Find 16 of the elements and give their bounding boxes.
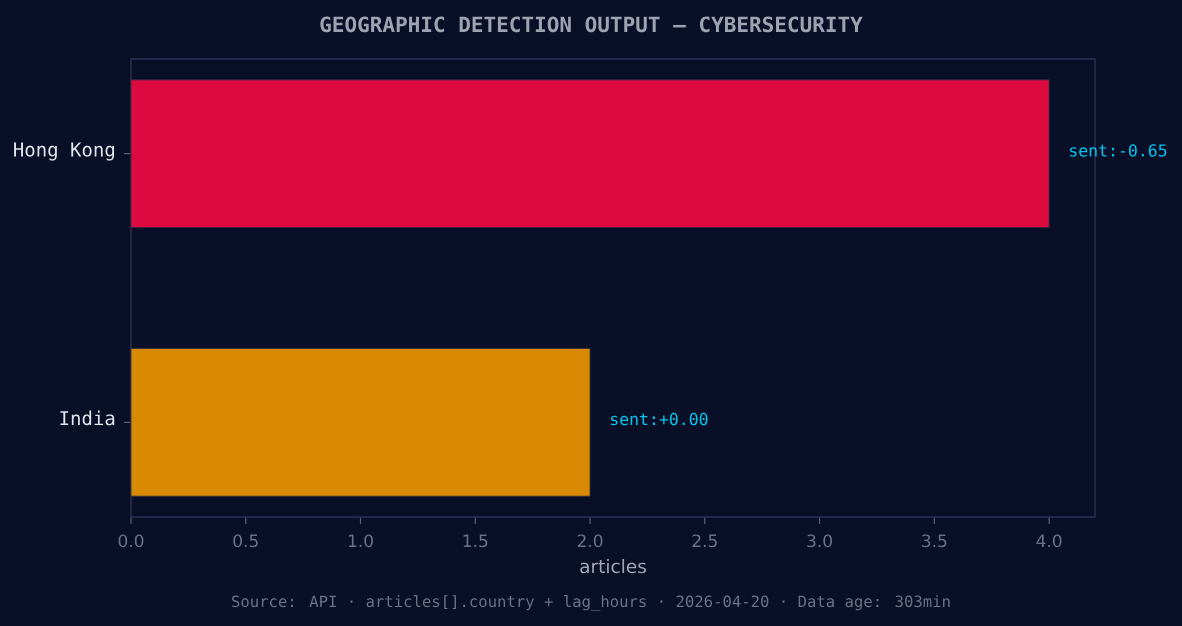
y-tick-label: India xyxy=(60,410,115,426)
x-tick-label: 2.5 xyxy=(692,534,717,548)
chart-title: GEOGRAPHIC DETECTION OUTPUT — CYBERSECURITY xyxy=(320,16,863,33)
y-tick-label: Hong Kong xyxy=(14,142,115,161)
x-tick-label: 4.0 xyxy=(1036,534,1062,548)
annotation: sent:+0.00 xyxy=(610,412,708,426)
x-tick-label: 1.5 xyxy=(463,534,488,548)
x-tick-label: 1.0 xyxy=(348,534,373,548)
x-tick-label: 0.0 xyxy=(118,534,144,548)
source-note: Source: API · articles[].country + lag_hours · 2026-04-20 · Data age: 303min xyxy=(232,595,950,611)
x-tick-label: 3.0 xyxy=(807,534,832,548)
x-tick-label: 3.5 xyxy=(922,534,947,548)
annotation: sent:-0.65 xyxy=(1070,144,1167,157)
x-tick-label: 2.0 xyxy=(577,534,603,548)
x-axis-title: articles xyxy=(580,558,646,574)
x-tick-label: 0.5 xyxy=(233,534,258,548)
